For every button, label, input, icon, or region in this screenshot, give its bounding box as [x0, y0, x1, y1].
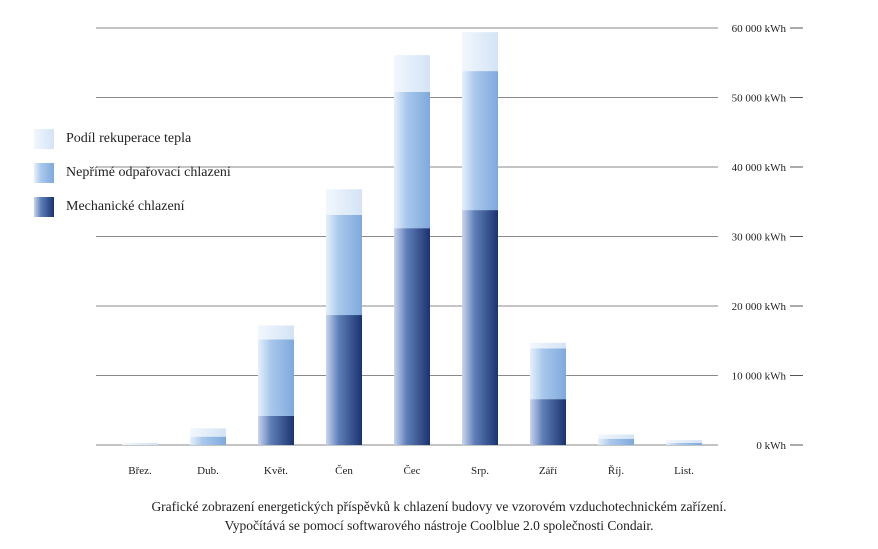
x-tick-label: Květ. — [264, 465, 288, 477]
legend-item-indirect-evaporative: Nepřímé odpařovací chlazení — [34, 156, 231, 190]
x-tick-label: Říj. — [608, 465, 624, 477]
y-tick-label: 30 000 kWh — [732, 232, 787, 244]
legend-swatch-heat-recovery — [34, 129, 54, 149]
bar-indirect-evaporative-9 — [666, 442, 702, 445]
caption-line-1: Grafické zobrazení energetických příspěv… — [151, 499, 727, 514]
y-tick-label: 40 000 kWh — [732, 162, 787, 174]
bar-indirect-evaporative-4 — [326, 214, 362, 316]
caption-line-2: Vypočítává se pomocí softwarového nástro… — [224, 518, 654, 533]
bar-heat-recovery-8 — [598, 434, 634, 439]
legend-label-heat-recovery: Podíl rekuperace tepla — [66, 131, 192, 146]
bar-mechanical-7 — [530, 399, 566, 445]
chart-legend: Podíl rekuperace tepla Nepřímé odpařovac… — [34, 122, 231, 224]
bar-indirect-evaporative-5 — [394, 91, 430, 229]
legend-swatch-mechanical — [34, 197, 54, 217]
bar-indirect-evaporative-3 — [258, 339, 294, 416]
bar-indirect-evaporative-8 — [598, 438, 634, 445]
x-tick-label: List. — [674, 465, 694, 477]
bar-mechanical-4 — [326, 315, 362, 445]
legend-label-indirect-evaporative: Nepřímé odpařovací chlazení — [66, 165, 231, 180]
bar-indirect-evaporative-2 — [190, 436, 226, 445]
x-tick-label: Dub. — [197, 465, 219, 477]
legend-item-heat-recovery: Podíl rekuperace tepla — [34, 122, 231, 156]
bar-heat-recovery-2 — [190, 428, 226, 437]
bar-mechanical-5 — [394, 228, 430, 445]
x-tick-label: Čec — [403, 465, 420, 477]
bar-heat-recovery-7 — [530, 342, 566, 349]
x-tick-label: Srp. — [471, 465, 489, 477]
x-tick-label: Čen — [335, 465, 353, 477]
bar-heat-recovery-5 — [394, 55, 430, 92]
bar-heat-recovery-9 — [666, 440, 702, 443]
legend-label-mechanical: Mechanické chlazení — [66, 199, 185, 214]
bar-mechanical-3 — [258, 415, 294, 445]
bar-heat-recovery-3 — [258, 325, 294, 340]
y-tick-label: 20 000 kWh — [732, 301, 787, 313]
legend-swatch-indirect-evaporative — [34, 163, 54, 183]
bar-mechanical-6 — [462, 210, 498, 445]
chart-caption: Grafické zobrazení energetických příspěv… — [0, 497, 878, 535]
y-tick-label: 60 000 kWh — [732, 23, 787, 35]
y-tick-label: 50 000 kWh — [732, 93, 787, 105]
x-tick-label: Břez. — [128, 465, 152, 477]
y-tick-label: 10 000 kWh — [732, 371, 787, 383]
x-tick-label: Září — [539, 465, 557, 477]
bar-heat-recovery-4 — [326, 189, 362, 215]
bar-heat-recovery-1 — [122, 442, 158, 445]
bar-indirect-evaporative-6 — [462, 71, 498, 211]
bar-heat-recovery-6 — [462, 32, 498, 72]
y-tick-label: 0 kWh — [756, 440, 786, 452]
bar-indirect-evaporative-7 — [530, 348, 566, 400]
legend-item-mechanical: Mechanické chlazení — [34, 190, 231, 224]
energy-contribution-chart: 0 kWh 10 000 kWh 20 000 kWh 30 000 kWh 40 00… — [96, 23, 803, 477]
